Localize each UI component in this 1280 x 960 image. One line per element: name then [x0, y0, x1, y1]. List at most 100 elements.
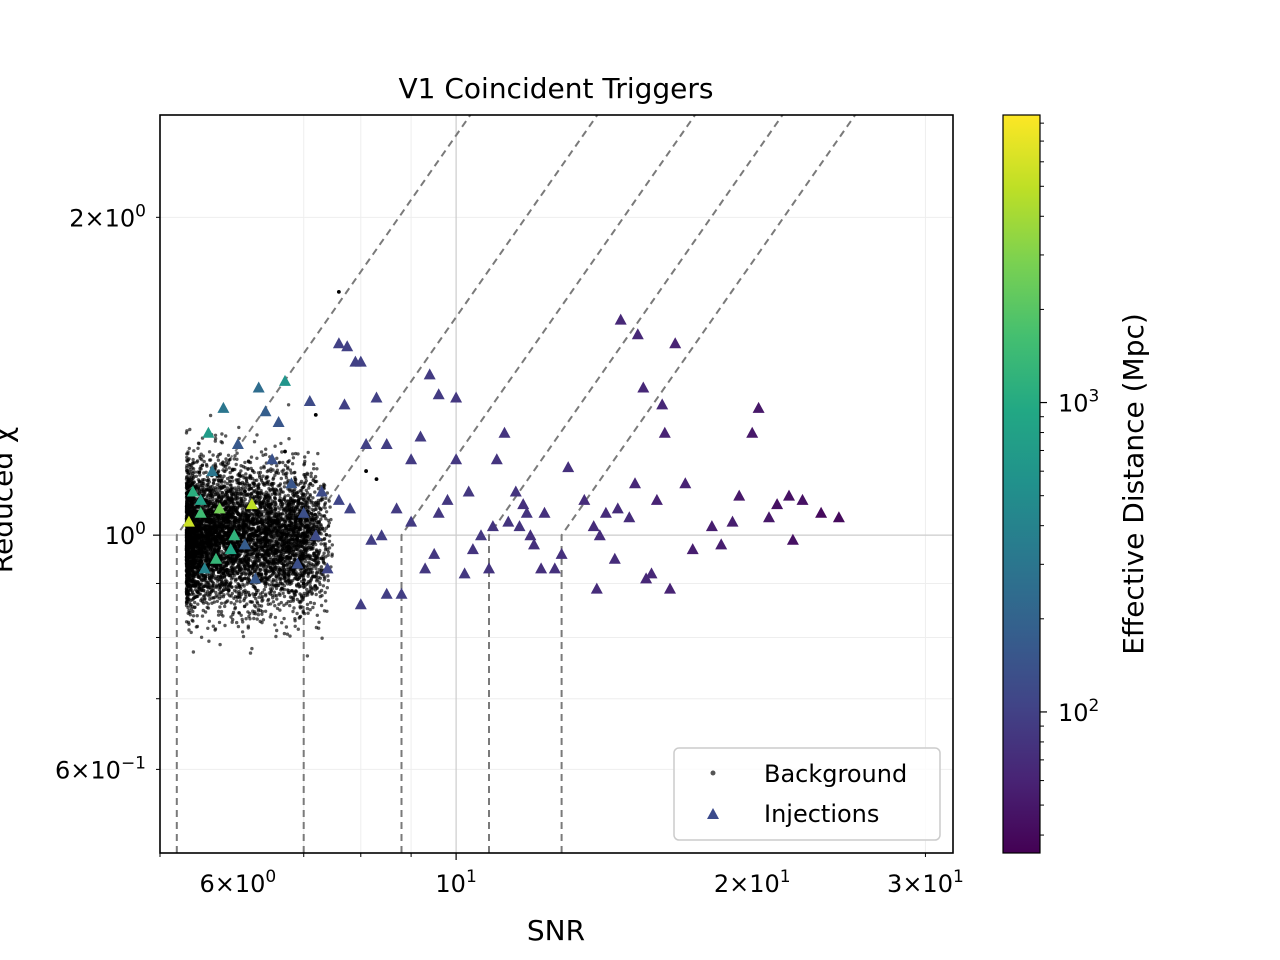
background-point — [236, 624, 241, 629]
background-point — [270, 573, 274, 577]
background-point — [288, 603, 292, 608]
background-point — [256, 483, 261, 487]
background-point — [326, 574, 330, 578]
background-point — [298, 606, 303, 610]
background-point — [191, 614, 196, 618]
background-point — [191, 619, 195, 623]
background-point — [249, 545, 254, 549]
background-point — [201, 482, 205, 486]
background-point — [273, 623, 277, 627]
background-point — [286, 493, 290, 498]
background-point — [260, 612, 264, 616]
background-point — [226, 461, 231, 465]
background-point — [198, 592, 203, 596]
background-point — [206, 493, 210, 497]
background-point — [255, 538, 259, 542]
background-point — [185, 488, 189, 492]
background-point — [314, 524, 319, 529]
background-point — [235, 620, 239, 625]
background-point — [288, 634, 292, 638]
background-point — [255, 541, 259, 545]
background-point — [274, 634, 278, 639]
background-point — [318, 576, 323, 580]
background-point — [261, 618, 266, 622]
background-point — [305, 654, 310, 658]
background-point — [288, 468, 293, 472]
background-point — [283, 494, 287, 498]
background-point — [260, 590, 265, 595]
background-point — [189, 480, 194, 484]
background-point — [187, 609, 191, 613]
background-point — [295, 611, 299, 616]
background-point — [251, 555, 255, 560]
background-point — [308, 482, 313, 486]
background-point — [323, 502, 327, 507]
background-point — [312, 477, 316, 481]
background-point — [282, 603, 286, 607]
background-point — [257, 603, 261, 608]
background-point — [324, 526, 328, 530]
background-point — [260, 596, 264, 600]
background-point — [225, 486, 230, 490]
background-point — [211, 624, 215, 628]
background-point — [306, 571, 310, 575]
background-point — [247, 564, 252, 568]
background-point — [292, 537, 296, 541]
background-point — [250, 494, 254, 498]
background-point — [187, 628, 191, 632]
background-point — [284, 476, 289, 480]
background-point — [324, 517, 328, 521]
background-point — [223, 623, 227, 628]
background-point — [191, 650, 196, 654]
background-point — [281, 460, 285, 465]
background-point — [212, 478, 217, 482]
background-point — [191, 609, 195, 614]
background-point — [218, 605, 222, 609]
background-point — [255, 601, 260, 605]
background-point — [320, 636, 324, 640]
background-point — [257, 473, 262, 478]
background-point — [314, 507, 318, 512]
background-point — [220, 476, 224, 481]
background-point — [324, 496, 328, 500]
background-point — [236, 485, 241, 489]
background-point — [208, 499, 212, 504]
background-point — [324, 532, 328, 537]
background-point — [268, 569, 272, 573]
background-point — [304, 479, 308, 483]
background-point — [267, 583, 272, 587]
background-point — [276, 505, 280, 509]
background-point — [214, 585, 219, 590]
background-point — [310, 507, 314, 511]
background-point — [325, 491, 329, 495]
background-point — [220, 549, 224, 554]
background-point — [258, 619, 262, 624]
threshold-curve — [400, 115, 697, 853]
background-point — [194, 474, 199, 478]
background-point — [258, 608, 263, 613]
background-point — [282, 616, 286, 621]
background-point — [222, 593, 226, 597]
background-point — [304, 560, 308, 564]
background-point — [205, 505, 210, 509]
background-point — [280, 547, 284, 552]
background-point — [277, 602, 281, 606]
background-point — [273, 604, 277, 608]
background-point — [185, 455, 189, 460]
background-point — [206, 602, 210, 606]
background-point — [293, 617, 297, 621]
background-point — [282, 532, 286, 536]
background-point — [220, 583, 225, 587]
background-point — [319, 603, 324, 608]
background-point — [229, 565, 233, 569]
background-point — [275, 548, 279, 553]
background-point — [233, 454, 237, 458]
background-point — [268, 489, 272, 493]
background-point — [219, 594, 223, 599]
background-point — [305, 587, 309, 592]
background-point — [312, 467, 316, 471]
threshold-curve — [488, 115, 784, 853]
background-point — [312, 601, 316, 606]
background-point — [258, 562, 263, 566]
background-point — [272, 539, 276, 543]
